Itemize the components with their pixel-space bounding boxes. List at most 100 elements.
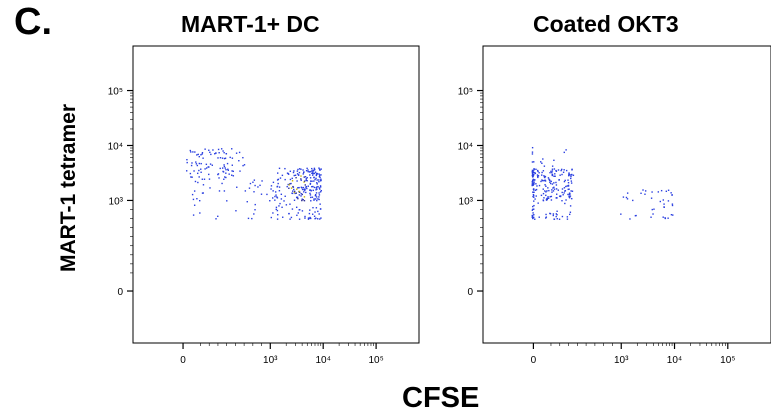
x-tick-label: 10³ [614,355,629,366]
data-point [276,179,279,181]
data-point [542,158,544,160]
data-point [235,152,238,154]
data-point [315,174,318,177]
data-point [297,174,300,176]
data-point [553,175,555,177]
data-point [318,192,320,194]
data-point [305,169,308,172]
data-point [201,192,204,194]
data-point [220,148,223,150]
data-point [545,217,547,219]
data-point [297,168,299,171]
data-point [567,184,570,187]
data-point [531,174,534,176]
data-point [202,157,204,159]
data-point [272,212,274,214]
data-point [198,169,200,172]
data-point [307,169,309,171]
data-point [278,167,281,170]
data-point [316,183,318,185]
data-point [303,171,305,173]
data-point [298,218,301,220]
data-point [295,196,298,199]
data-point [270,216,273,219]
data-point [192,198,195,201]
data-point [315,189,317,191]
data-point [552,190,555,192]
data-point [297,212,299,214]
data-point [569,195,572,197]
data-point [304,217,306,219]
data-point [319,191,322,193]
data-point [552,187,554,189]
data-point [546,198,548,201]
data-point [314,178,316,181]
data-point [244,190,247,192]
data-point [293,191,296,194]
data-point [533,189,535,191]
data-point [278,190,281,192]
data-point [310,170,313,172]
data-point [667,217,669,219]
data-point [533,208,535,210]
data-point [541,171,543,174]
data-point [284,167,286,170]
data-point [201,151,204,154]
data-point [312,172,314,175]
data-point [223,157,226,160]
data-point [551,174,553,176]
data-point [531,151,534,153]
data-point [303,181,305,183]
y-tick-label: 10⁵ [458,87,473,98]
data-point [551,170,554,172]
data-point [193,170,195,172]
data-point [243,164,246,166]
data-point [259,184,261,187]
data-point [551,183,554,185]
data-point [556,218,558,220]
data-point [318,173,320,175]
data-point [277,213,279,216]
data-point [277,178,280,181]
x-tick-label: 0 [531,355,537,366]
x-tick-label: 10⁵ [720,355,735,366]
data-point [221,167,224,169]
data-point [201,153,203,155]
data-point [291,180,294,182]
data-point [565,199,567,201]
data-point [309,189,311,191]
data-point [541,162,543,165]
data-point [653,208,655,210]
data-point [301,188,304,191]
data-point [548,179,551,181]
data-point [307,185,309,187]
data-point [252,181,254,183]
data-point [316,179,318,181]
data-point [303,199,306,202]
data-point [534,172,537,175]
data-point [564,190,566,192]
data-point [274,195,276,198]
data-point [544,180,547,182]
data-point [565,185,567,188]
data-point [532,205,534,208]
data-point [288,212,290,215]
data-point [191,193,194,196]
data-point [320,217,322,219]
data-point [535,188,538,191]
data-point [320,178,322,180]
data-point [316,199,318,202]
data-point [535,183,537,185]
data-point [290,216,293,219]
data-point [202,184,205,186]
data-point [195,161,197,163]
data-point [289,203,291,205]
data-point [565,169,568,172]
data-point [568,173,570,176]
data-point [306,167,308,170]
data-point [570,175,572,178]
data-point [247,217,250,220]
data-point [281,174,284,177]
data-point [303,191,305,193]
